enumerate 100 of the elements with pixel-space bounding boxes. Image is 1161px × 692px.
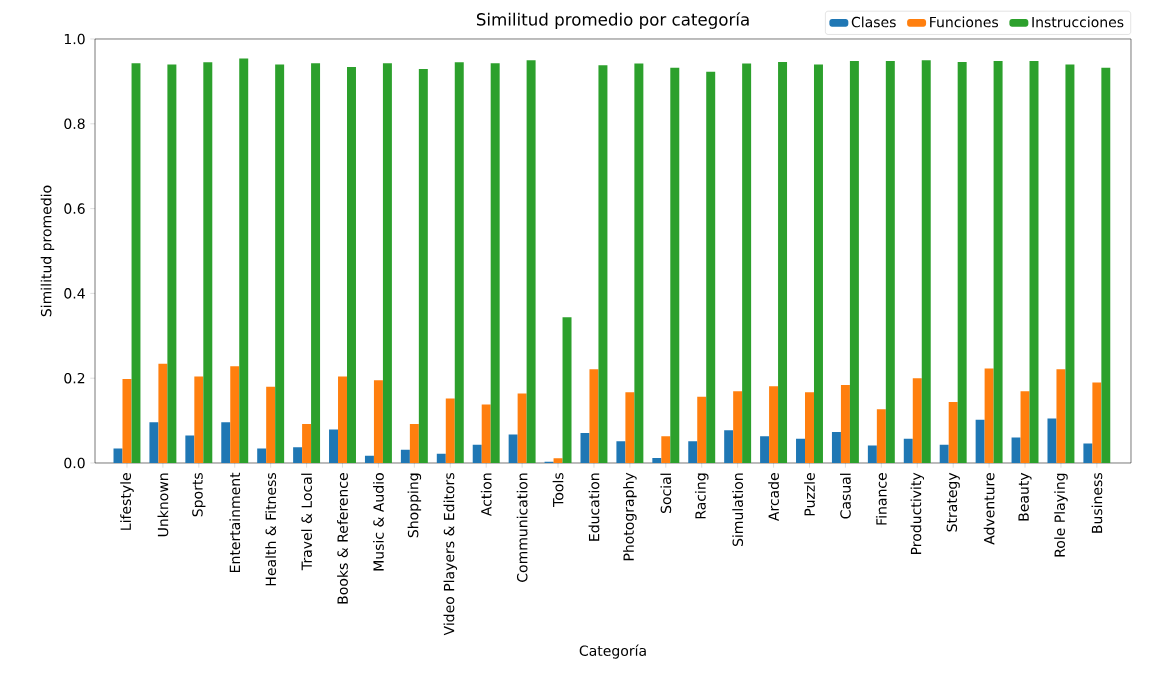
bar bbox=[948, 401, 958, 463]
x-tick-label: Music & Audio bbox=[373, 473, 384, 571]
x-tick-label: Racing bbox=[694, 473, 709, 519]
legend-label: Clases bbox=[851, 16, 896, 28]
x-tick-label: Travel & Local bbox=[301, 473, 312, 571]
bar bbox=[778, 61, 788, 463]
bar bbox=[903, 438, 913, 463]
bar bbox=[203, 62, 213, 463]
bar bbox=[1011, 437, 1021, 463]
y-tick-label: 0.0 bbox=[64, 457, 85, 469]
x-tick-label: Strategy bbox=[946, 472, 960, 532]
bar bbox=[167, 64, 177, 463]
bar bbox=[266, 386, 276, 463]
bar bbox=[589, 369, 599, 463]
y-tick-label: 0.8 bbox=[64, 118, 85, 130]
bar bbox=[1047, 418, 1057, 463]
x-tick-label: Role Playing bbox=[1054, 473, 1068, 557]
bar bbox=[921, 60, 931, 463]
bar bbox=[257, 448, 267, 463]
x-axis-title: Categoría bbox=[579, 644, 646, 659]
legend-label: Funciones bbox=[930, 16, 999, 28]
bar bbox=[939, 444, 949, 463]
bar bbox=[652, 457, 662, 463]
bar bbox=[185, 435, 195, 463]
bar bbox=[616, 441, 626, 463]
x-tick-label: Health & Fitness bbox=[265, 473, 277, 586]
y-tick-label: 1.0 bbox=[64, 33, 85, 45]
x-tick-label: Communication bbox=[516, 473, 528, 582]
bar bbox=[490, 63, 500, 463]
bar bbox=[562, 317, 572, 463]
bar bbox=[625, 392, 635, 463]
bar bbox=[840, 384, 850, 463]
x-tick-label: Social bbox=[660, 473, 672, 513]
bar bbox=[347, 66, 356, 463]
bar bbox=[293, 447, 303, 463]
bar bbox=[867, 445, 877, 463]
x-tick-label: Shopping bbox=[407, 473, 422, 538]
bar bbox=[742, 63, 752, 463]
x-tick-label: Lifestyle bbox=[120, 473, 134, 530]
x-tick-label: Tools bbox=[552, 473, 564, 507]
bar bbox=[957, 61, 967, 463]
x-tick-label: Productivity bbox=[910, 472, 925, 554]
x-tick-label: Books & Reference bbox=[337, 473, 348, 604]
x-tick-label: Puzzle bbox=[804, 473, 815, 516]
x-tick-label: Finance bbox=[875, 473, 887, 525]
bar bbox=[311, 63, 321, 463]
chart-title: Similitud promedio por categoría bbox=[476, 12, 749, 29]
bar bbox=[984, 368, 994, 463]
y-tick-label: 0.6 bbox=[64, 203, 85, 214]
bar bbox=[813, 64, 823, 463]
bar bbox=[975, 419, 985, 463]
x-tick-label: Business bbox=[1091, 473, 1103, 533]
bar bbox=[805, 392, 814, 463]
bar bbox=[454, 62, 464, 463]
bar bbox=[158, 363, 168, 463]
bar bbox=[382, 63, 392, 463]
legend-label: Instrucciones bbox=[1032, 16, 1124, 28]
bar bbox=[670, 67, 680, 463]
bar bbox=[194, 376, 204, 463]
bar bbox=[688, 441, 698, 463]
bar bbox=[912, 378, 922, 463]
bar bbox=[373, 380, 383, 463]
x-tick-label: Education bbox=[588, 473, 600, 541]
bar bbox=[445, 398, 455, 463]
bar bbox=[329, 429, 339, 463]
bar bbox=[849, 61, 859, 463]
bar bbox=[760, 436, 770, 463]
x-tick-label: Arcade bbox=[768, 473, 779, 522]
bar bbox=[1092, 382, 1102, 463]
bar bbox=[526, 60, 536, 463]
bar bbox=[831, 432, 841, 463]
bar bbox=[338, 376, 347, 463]
bar bbox=[706, 71, 716, 463]
y-tick-label: 0.2 bbox=[64, 372, 85, 384]
x-tick-label: Simulation bbox=[732, 473, 744, 547]
bar bbox=[553, 458, 563, 463]
bar bbox=[1056, 369, 1066, 463]
bar bbox=[634, 63, 644, 463]
bar bbox=[400, 449, 410, 463]
bar bbox=[580, 432, 590, 463]
bar bbox=[149, 422, 159, 463]
bar bbox=[885, 61, 895, 463]
bar bbox=[1083, 443, 1093, 463]
bar bbox=[517, 393, 527, 463]
x-tick-label: Video Players & Editors bbox=[443, 473, 458, 636]
bar bbox=[1101, 67, 1111, 463]
bar bbox=[239, 58, 249, 463]
bar bbox=[724, 430, 734, 463]
x-tick-label: Adventure bbox=[983, 473, 995, 545]
x-tick-label: Beauty bbox=[1018, 472, 1032, 521]
bar bbox=[436, 453, 446, 463]
bar bbox=[481, 404, 491, 463]
bar bbox=[275, 64, 285, 463]
bar bbox=[876, 409, 886, 463]
y-axis-title: Similitud promedio bbox=[40, 185, 55, 317]
x-tick-label: Photography bbox=[623, 472, 637, 561]
bar bbox=[418, 69, 428, 463]
bar bbox=[661, 436, 671, 463]
bar bbox=[769, 386, 779, 463]
x-tick-label: Entertainment bbox=[229, 472, 241, 573]
